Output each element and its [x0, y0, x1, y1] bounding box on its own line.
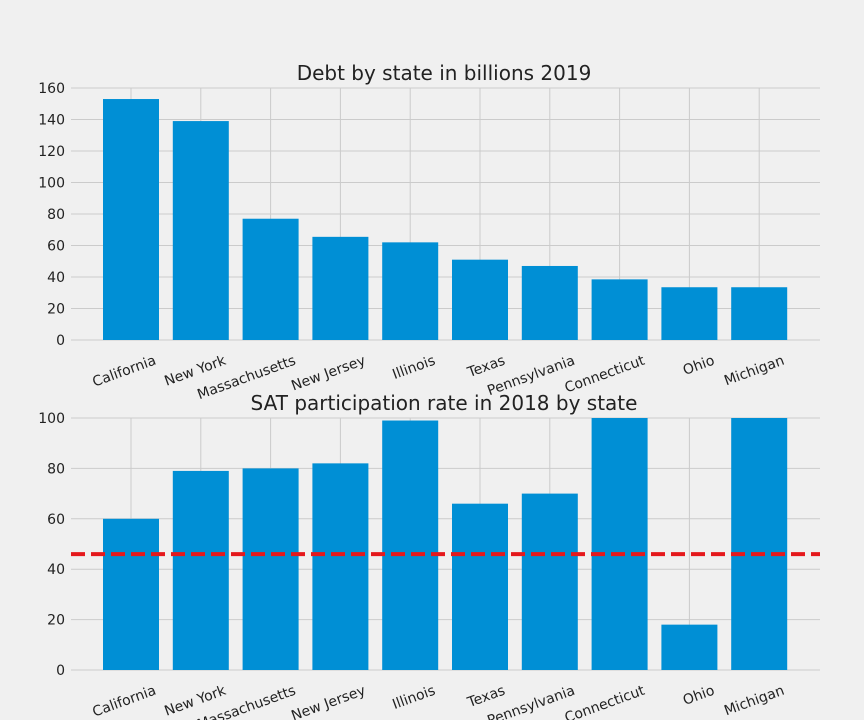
y-tick-label: 140: [38, 113, 65, 129]
bar-connecticut: [591, 279, 648, 340]
y-tick-label: 160: [38, 81, 65, 97]
x-tick-label-illinois: Illinois: [390, 683, 437, 713]
x-tick-label-connecticut: Connecticut: [563, 683, 648, 720]
bar-michigan: [731, 287, 788, 340]
bar-new-york: [172, 470, 229, 670]
bar-illinois: [382, 242, 439, 340]
y-tick-label: 80: [47, 461, 65, 477]
bar-massachusetts: [242, 468, 299, 670]
bar-ohio: [661, 624, 718, 670]
y-tick-label: 100: [38, 176, 65, 192]
bar-massachusetts: [242, 218, 299, 340]
y-tick-label: 0: [56, 333, 65, 349]
y-tick-label: 100: [38, 411, 65, 427]
y-tick-label: 20: [47, 302, 65, 318]
bar-texas: [452, 503, 508, 670]
x-tick-label-texas: Texas: [465, 683, 508, 712]
bar-illinois: [382, 420, 439, 670]
bar-texas: [452, 259, 508, 340]
debt-bars: [103, 99, 788, 341]
x-tick-label-ohio: Ohio: [681, 353, 717, 379]
x-tick-label-new-jersey: New Jersey: [289, 353, 367, 395]
y-tick-label: 40: [47, 562, 65, 578]
sat-bars: [103, 418, 788, 670]
x-tick-label-california: California: [90, 683, 158, 720]
debt-chart-title: Debt by state in billions 2019: [297, 61, 592, 85]
bar-california: [103, 99, 159, 341]
x-tick-label-california: California: [90, 353, 158, 391]
y-tick-label: 120: [38, 144, 65, 160]
bar-connecticut: [591, 418, 648, 670]
bar-new-jersey: [312, 463, 369, 670]
x-tick-label-texas: Texas: [465, 353, 508, 382]
y-tick-label: 60: [47, 239, 65, 255]
bar-ohio: [661, 287, 718, 340]
y-tick-label: 0: [56, 663, 65, 679]
x-tick-label-michigan: Michigan: [722, 683, 786, 720]
bar-pennsylvania: [521, 265, 578, 340]
x-tick-label-ohio: Ohio: [681, 683, 717, 709]
y-tick-label: 20: [47, 613, 65, 629]
sat-chart: SAT participation rate in 2018 by state …: [38, 391, 820, 720]
x-tick-label-illinois: Illinois: [390, 353, 437, 383]
y-tick-label: 40: [47, 270, 65, 286]
bar-michigan: [731, 418, 788, 670]
y-tick-label: 80: [47, 207, 65, 223]
debt-chart: Debt by state in billions 2019 0 20 40 60 80…: [38, 61, 820, 403]
x-tick-label-michigan: Michigan: [722, 353, 786, 390]
bar-california: [103, 518, 159, 670]
bar-new-jersey: [312, 236, 369, 340]
sat-y-tick-labels: 0 20 40 60 80 100: [38, 411, 65, 679]
bar-new-york: [172, 121, 229, 340]
sat-chart-title: SAT participation rate in 2018 by state: [251, 391, 638, 415]
x-tick-label-new-jersey: New Jersey: [289, 683, 367, 720]
bar-pennsylvania: [521, 493, 578, 670]
x-tick-label-connecticut: Connecticut: [563, 353, 648, 397]
y-tick-label: 60: [47, 512, 65, 528]
debt-y-tick-labels: 0 20 40 60 80 100 120 140 160: [38, 81, 65, 349]
